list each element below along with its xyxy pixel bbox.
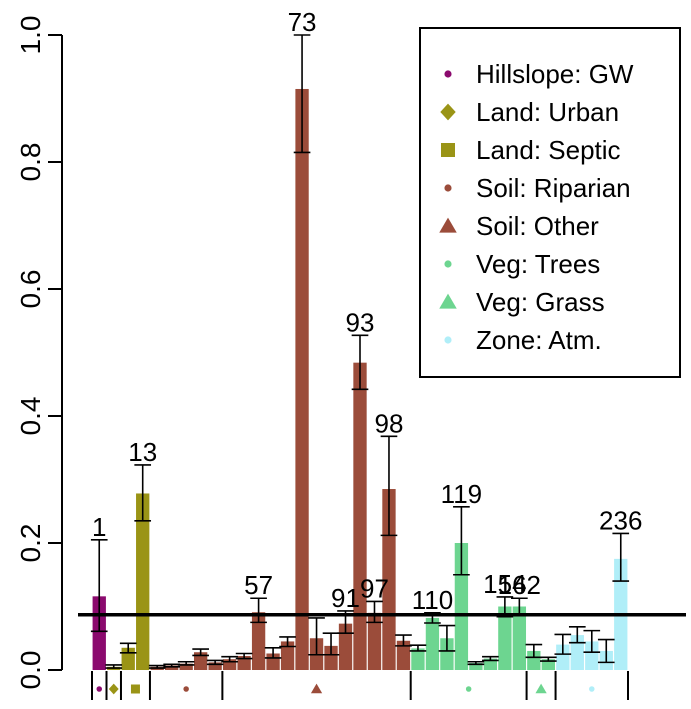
bar-data-label: 162	[498, 570, 541, 600]
legend: Hillslope: GW Land: Urban Land: Septic Soil…	[419, 27, 681, 378]
bar-data-label: 110	[412, 585, 453, 615]
legend-marker	[441, 143, 455, 157]
bar-data-label: 73	[288, 7, 317, 37]
legend-marker	[444, 260, 452, 268]
legend-marker	[439, 217, 457, 233]
group-marker	[108, 683, 119, 695]
bar	[541, 659, 555, 670]
bar	[367, 612, 382, 670]
bar	[440, 638, 454, 670]
group-marker	[465, 686, 472, 692]
bar	[338, 623, 353, 670]
bar	[570, 635, 584, 670]
bar	[353, 362, 367, 670]
legend-entry-label: Soil: Riparian	[476, 173, 631, 203]
bar	[324, 645, 338, 670]
legend-entry-label: Land: Septic	[476, 135, 621, 165]
bar	[483, 658, 498, 670]
group-marker	[310, 683, 323, 694]
bar-data-label: 57	[244, 570, 273, 600]
legend-entry-label: Veg: Trees	[476, 249, 600, 279]
legend-entry-label: Zone: Atm.	[476, 325, 602, 355]
bar	[498, 606, 512, 670]
bar-data-label: 91	[331, 583, 360, 613]
group-marker	[130, 684, 140, 694]
bar	[527, 650, 541, 670]
y-tick-label: 0.0	[15, 651, 46, 690]
legend-marker	[444, 70, 452, 78]
bar	[396, 640, 411, 670]
bar-data-label: 119	[441, 479, 482, 509]
legend-marker	[440, 103, 456, 121]
group-marker-strip	[91, 671, 629, 700]
group-marker	[183, 686, 189, 692]
bar-data-label: 236	[599, 505, 642, 535]
bar-data-label: 97	[360, 573, 389, 603]
bar	[469, 663, 483, 670]
legend-marker	[444, 184, 452, 192]
legend-box	[419, 27, 681, 378]
y-tick-label: 1.0	[15, 16, 46, 55]
bar	[411, 648, 425, 670]
bar-data-label: 154	[483, 569, 526, 599]
bar	[237, 656, 251, 670]
y-axis: 0.0 0.2 0.4 0.6 0.8 1.0	[15, 16, 63, 690]
bar	[193, 652, 208, 670]
group-marker	[535, 683, 547, 694]
bar	[136, 493, 150, 670]
bar	[208, 662, 222, 670]
legend-entry-label: Hillslope: GW	[476, 59, 634, 89]
legend-entry-label: Soil: Other	[476, 211, 599, 241]
y-tick-label: 0.8	[15, 143, 46, 182]
bar-data-label: 93	[346, 307, 375, 337]
y-tick-label: 0.2	[15, 524, 46, 563]
bar	[382, 489, 396, 670]
bar	[585, 641, 599, 670]
bar	[179, 663, 193, 670]
bar	[295, 88, 309, 671]
y-tick-label: 0.6	[15, 270, 46, 309]
bar	[251, 612, 266, 670]
legend-marker	[439, 293, 457, 309]
bar	[425, 617, 440, 670]
legend-entry-label: Veg: Grass	[476, 287, 605, 317]
bar	[280, 641, 295, 670]
bar-data-label: 1	[92, 512, 106, 542]
y-tick-label: 0.4	[15, 397, 46, 436]
bar	[222, 659, 237, 670]
bar	[165, 665, 179, 670]
group-marker	[589, 686, 595, 692]
legend-entry-label: Land: Urban	[476, 97, 619, 127]
bar	[556, 644, 570, 670]
legend-marker	[444, 336, 452, 344]
bar-data-label: 98	[375, 408, 404, 438]
bar-data-label: 13	[128, 437, 157, 467]
bar	[512, 606, 527, 670]
group-marker	[96, 686, 102, 692]
